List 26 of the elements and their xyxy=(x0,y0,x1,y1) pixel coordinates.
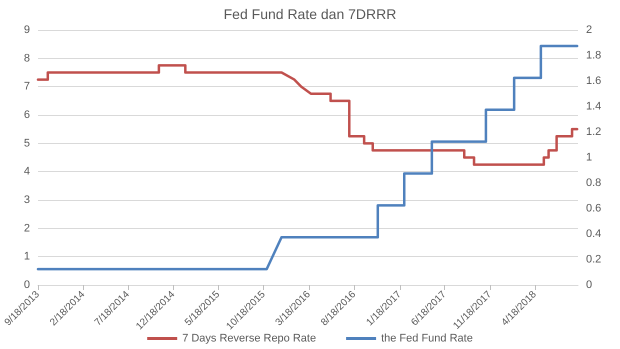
y2-tick-label: 2 xyxy=(586,24,592,36)
y2-tick-label: 1.4 xyxy=(586,100,602,112)
y-tick-label: 5 xyxy=(24,137,30,150)
y-tick-label: 0 xyxy=(24,279,30,291)
y-tick-label: 8 xyxy=(24,52,30,64)
y-tick-label: 6 xyxy=(24,109,30,121)
y2-tick-label: 0.4 xyxy=(586,228,602,240)
chart-title: Fed Fund Rate dan 7DRRR xyxy=(224,6,396,22)
y-tick-label: 4 xyxy=(24,166,30,178)
y2-tick-label: 1.8 xyxy=(586,50,602,62)
y-tick-label: 3 xyxy=(24,194,30,206)
y2-tick-label: 0 xyxy=(586,279,592,291)
y2-tick-label: 0.2 xyxy=(586,254,602,266)
y-tick-label: 1 xyxy=(24,250,30,263)
line-series xyxy=(36,64,578,166)
line-series xyxy=(36,44,578,270)
y2-tick-label: 1.2 xyxy=(586,126,602,138)
y2-tick-label: 1.6 xyxy=(586,75,602,87)
y2-tick-label: 1 xyxy=(586,152,592,164)
y-tick-label: 7 xyxy=(24,80,30,93)
y2-tick-label: 0.8 xyxy=(586,177,602,189)
y2-tick-label: 0.6 xyxy=(586,202,602,214)
legend-label: the Fed Fund Rate xyxy=(381,332,473,344)
y-tick-label: 2 xyxy=(24,222,30,234)
y-tick-label: 9 xyxy=(24,24,30,36)
legend-label: 7 Days Reverse Repo Rate xyxy=(182,332,316,344)
